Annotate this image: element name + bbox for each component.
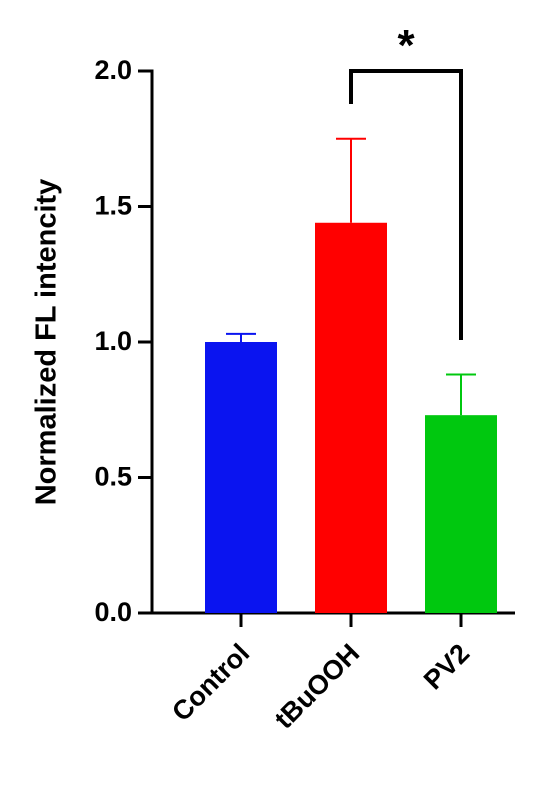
bar [205,342,277,613]
y-tick-label: 0.0 [94,597,132,627]
x-tick-label: tBuOOH [269,638,366,735]
y-tick-label: 1.5 [94,191,132,221]
y-tick-label: 0.5 [94,462,132,492]
x-tick-label: PV2 [418,638,475,695]
significance-bracket [349,69,463,340]
y-tick-label: 1.0 [94,326,132,356]
y-axis-label: Normalized FL intencity [31,179,63,506]
bar [315,222,387,613]
x-tick-label: Control [166,638,255,727]
y-tick-label: 2.0 [94,55,132,85]
bar [425,415,497,613]
significance-label: * [397,21,415,70]
